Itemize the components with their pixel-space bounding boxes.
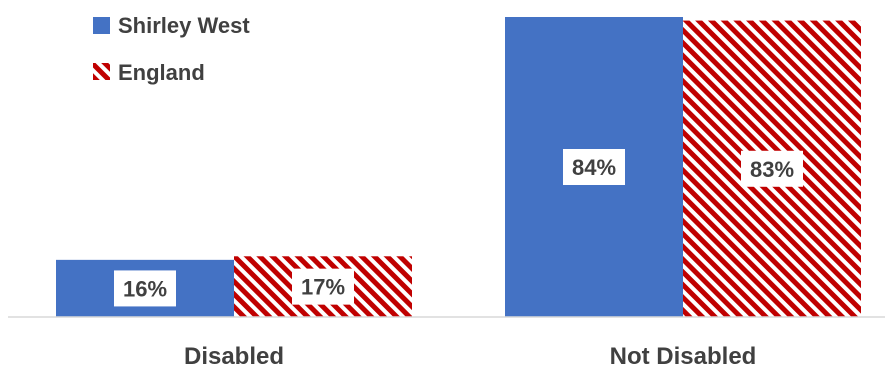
legend-label-series-1: Shirley West (118, 13, 250, 38)
data-label-box-series-2-not-disabled (741, 150, 803, 187)
data-label-box-series-1-not-disabled (563, 149, 625, 185)
legend-swatch-series-2 (93, 63, 110, 80)
category-axis-labels: Disabled Not Disabled (184, 343, 756, 369)
plot-area: 16% 17% 84% 83% (56, 17, 861, 317)
legend-swatch-series-1 (93, 17, 110, 34)
legend-item-series-1: Shirley West (93, 13, 250, 38)
data-label-box-series-2-disabled (292, 268, 354, 305)
category-label-not-disabled: Not Disabled (610, 343, 757, 369)
legend-item-series-2: England (93, 60, 205, 85)
data-label-box-series-1-disabled (114, 270, 176, 307)
category-label-disabled: Disabled (184, 343, 284, 369)
data-label-series-2-not-disabled: 83% (750, 157, 794, 182)
legend: Shirley West England (93, 13, 250, 85)
data-label-series-1-not-disabled: 84% (572, 155, 616, 180)
legend-label-series-2: England (118, 60, 205, 85)
data-label-series-1-disabled: 16% (123, 276, 167, 301)
data-label-series-2-disabled: 17% (301, 275, 345, 300)
